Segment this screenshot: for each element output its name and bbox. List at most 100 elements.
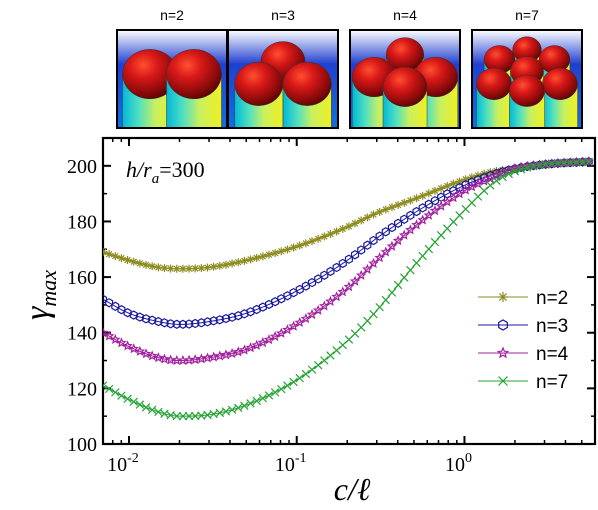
pillar-cap: [476, 67, 512, 100]
x-marker: [356, 323, 366, 332]
star-marker: [331, 291, 342, 302]
hexagon-marker: [418, 203, 427, 213]
hexagon-marker: [185, 319, 194, 329]
hexagon-marker: [264, 299, 274, 310]
hexagon-marker: [221, 313, 231, 324]
x-marker: [283, 381, 292, 390]
asterisk-marker: [382, 206, 390, 213]
x-marker: [289, 377, 298, 387]
x-marker: [418, 251, 427, 261]
x-marker: [123, 394, 132, 404]
thumbnail-row: n=2 n=3 n=4 n=7: [116, 7, 583, 129]
star-marker: [226, 347, 238, 359]
hexagon-marker: [246, 307, 255, 317]
star-marker: [257, 337, 269, 348]
x-marker: [190, 411, 200, 421]
hexagon-marker: [215, 315, 224, 325]
hexagon-marker: [258, 302, 267, 312]
star-marker: [374, 252, 385, 263]
hexagon-marker: [412, 206, 421, 217]
star-marker: [146, 350, 158, 361]
x-axis: 10-2 10-1 100: [102, 138, 596, 476]
asterisk-marker: [185, 265, 193, 272]
hexagon-marker: [123, 307, 132, 318]
star-marker: [122, 340, 133, 351]
plot-frame: [101, 136, 597, 446]
thumbnail-n=4: n=4: [349, 7, 461, 129]
asterisk-marker: [339, 225, 347, 233]
star-marker: [343, 281, 355, 292]
asterisk-marker: [308, 237, 316, 245]
star-marker: [368, 257, 379, 268]
star-marker: [435, 200, 447, 211]
asterisk-marker: [487, 168, 494, 176]
star-marker: [269, 331, 281, 342]
star-marker: [312, 304, 324, 315]
star-marker: [153, 352, 164, 363]
star-marker: [429, 205, 441, 216]
x-marker: [160, 409, 169, 419]
x-tick-label: 100: [445, 451, 472, 476]
asterisk-marker: [321, 233, 328, 240]
x-marker: [504, 169, 513, 179]
x-marker: [104, 384, 114, 394]
asterisk-marker: [278, 248, 285, 255]
series-group: [103, 156, 594, 421]
star-marker: [411, 219, 422, 230]
thumbnail-label: n=3: [271, 7, 295, 23]
asterisk-marker: [103, 248, 107, 253]
hexagon-marker: [191, 318, 200, 329]
x-marker: [209, 409, 218, 419]
x-marker: [307, 365, 317, 374]
x-marker: [529, 162, 538, 171]
x-marker: [486, 181, 495, 190]
star-marker: [110, 333, 121, 345]
y-tick-label: 160: [67, 267, 97, 289]
x-marker: [547, 159, 556, 168]
star-marker: [275, 327, 287, 338]
asterisk-marker: [407, 197, 414, 204]
x-marker: [313, 360, 323, 370]
x-marker: [541, 160, 550, 169]
asterisk-marker: [259, 253, 267, 260]
x-marker: [197, 411, 206, 420]
thumbnail-frame: [471, 29, 583, 129]
star-marker: [294, 316, 306, 328]
star-marker: [300, 313, 312, 324]
asterisk-marker: [400, 199, 408, 207]
thumbnail-frame: [227, 29, 339, 129]
star-marker: [448, 192, 459, 203]
hexagon-marker: [203, 317, 212, 327]
star-marker: [232, 346, 244, 357]
hexagon-marker: [105, 298, 114, 308]
hexagon-marker: [295, 284, 304, 295]
star-marker: [398, 229, 410, 240]
x-marker: [129, 397, 138, 406]
hexagon-marker: [111, 301, 120, 312]
x-marker: [424, 244, 434, 254]
asterisk-marker: [103, 251, 107, 256]
star-marker: [423, 209, 435, 220]
x-marker: [320, 356, 329, 365]
x-marker: [559, 158, 569, 167]
pillar-cap: [234, 61, 284, 106]
hexagon-marker: [283, 291, 292, 301]
x-marker: [492, 176, 501, 186]
star-marker: [583, 156, 594, 167]
star-marker: [417, 214, 428, 225]
x-marker: [103, 384, 108, 390]
y-tick-label: 100: [67, 434, 97, 456]
annotation-label: h/ra=300: [126, 157, 205, 187]
x-marker: [264, 391, 274, 400]
hexagon-marker: [498, 319, 508, 331]
x-marker: [443, 224, 452, 233]
asterisk-marker: [314, 235, 322, 243]
star-marker: [405, 224, 416, 235]
hexagon-marker: [234, 310, 243, 321]
asterisk-marker: [155, 264, 162, 271]
hexagon-marker: [486, 170, 495, 181]
legend: n=2 n=3 n=4 n=7: [478, 288, 569, 393]
x-marker: [516, 165, 526, 174]
hexagon-marker: [154, 316, 163, 327]
